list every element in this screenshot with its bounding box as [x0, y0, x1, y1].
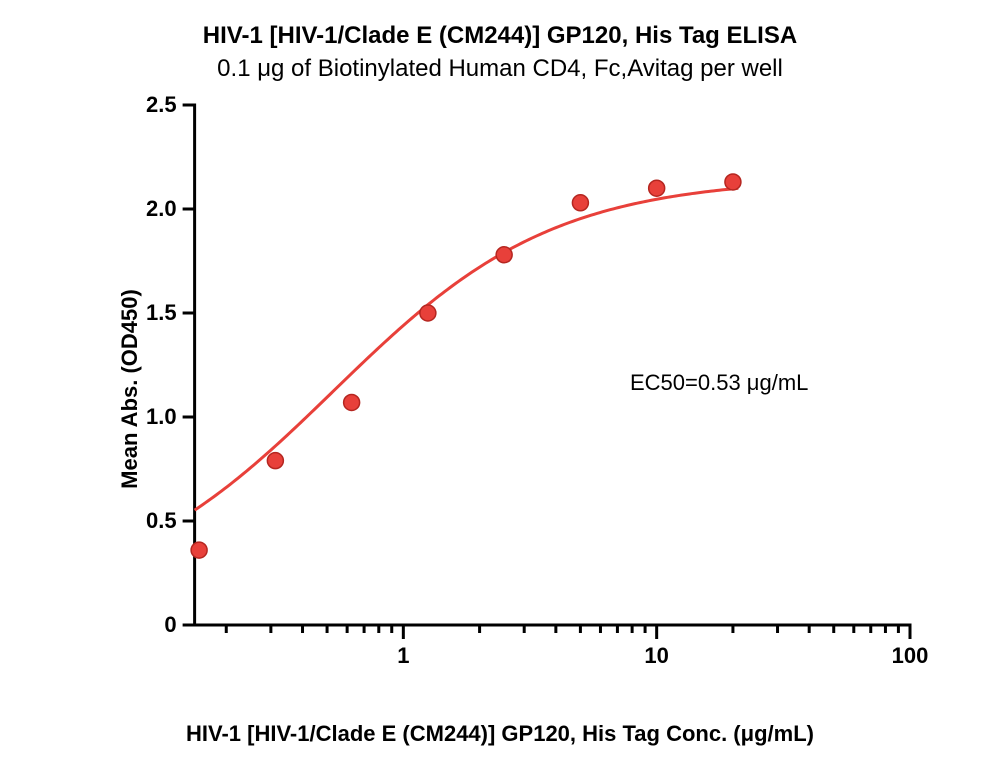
- y-tick-label: 2.0: [146, 196, 177, 222]
- x-tick-label: 100: [892, 643, 929, 669]
- y-tick-label: 0: [164, 612, 176, 638]
- y-tick-label: 0.5: [146, 508, 177, 534]
- y-tick-label: 1.0: [146, 404, 177, 430]
- x-tick-label: 10: [644, 643, 668, 669]
- chart-container: HIV-1 [HIV-1/Clade E (CM244)] GP120, His…: [0, 0, 1000, 777]
- x-tick-label: 1: [397, 643, 409, 669]
- y-tick-label: 2.5: [146, 92, 177, 118]
- y-tick-label: 1.5: [146, 300, 177, 326]
